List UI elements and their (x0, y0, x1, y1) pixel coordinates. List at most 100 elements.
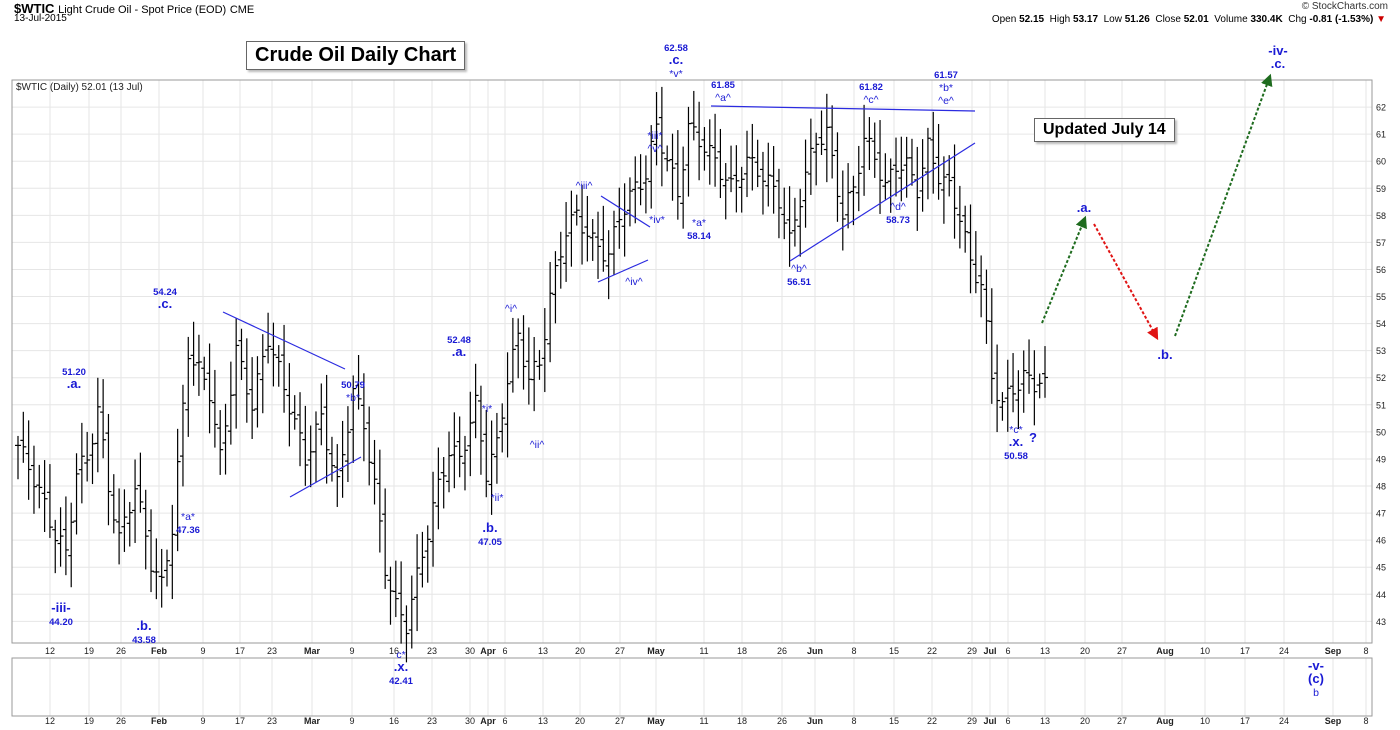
x-tick-label: 27 (615, 646, 625, 656)
ohlc-bar (924, 127, 931, 200)
ohlc-bar (642, 155, 649, 214)
ohlc-bar (935, 124, 942, 200)
wave-label: 47.36 (176, 525, 200, 536)
ohlc-bar (802, 139, 809, 228)
ohlc-bar (243, 338, 250, 423)
ohlc-bar (281, 324, 288, 413)
ohlc-bar (201, 356, 208, 391)
wave-label: 62.58 (664, 43, 688, 54)
ohlc-bar (318, 383, 325, 446)
ohlc-bar (908, 138, 915, 186)
x-tick-label: 13 (1040, 646, 1050, 656)
x-tick-label: 13 (538, 646, 548, 656)
x-tick-label: 23 (267, 646, 277, 656)
wave-label: ^b^ (791, 263, 807, 275)
wave-label: -iv- (1268, 43, 1288, 58)
x-tick-label: 24 (1279, 716, 1289, 726)
wave-label: ^e^ (938, 95, 954, 107)
wave-label: .b. (136, 618, 151, 633)
ohlc-bar (568, 190, 575, 267)
wave-label: 61.82 (859, 82, 883, 93)
ohlc-bar (344, 406, 351, 482)
wave-label: *b* (346, 392, 360, 404)
y-tick-label: 49 (1376, 454, 1386, 464)
ohlc-bar (360, 373, 367, 462)
ohlc-bar (605, 230, 612, 300)
lower-panel-frame (11, 657, 1373, 717)
x-tick-label: 29 (967, 646, 977, 656)
ohlc-bar (238, 328, 245, 381)
ohlc-bar (994, 344, 1001, 433)
x-tick-label: 29 (967, 716, 977, 726)
ohlc-bar (706, 119, 713, 185)
ohlc-bar (52, 519, 59, 574)
ohlc-bar (648, 125, 655, 209)
wave-label: .x. (394, 659, 408, 674)
x-tick-label: 30 (465, 716, 475, 726)
wave-label: .c. (158, 296, 172, 311)
x-tick-label: 8 (851, 646, 856, 656)
ohlc-bar (541, 308, 548, 393)
ohlc-bar (179, 384, 186, 487)
ohlc-bar (424, 525, 431, 583)
ohlc-bar (174, 428, 181, 552)
wave-label: *a* (181, 511, 195, 523)
wave-labels: 51.20.a.-iii-44.20 .b.43.5854.24.c.*a*47.… (49, 43, 1324, 699)
high-label: High (1049, 14, 1071, 25)
x-axis: 12 12 19 19 26 26 Feb Feb 9 9 17 17 23 23 Mar Mar 9 9 16 16… (45, 646, 1369, 726)
x-tick-label: 20 (1080, 646, 1090, 656)
ohlc-bar (834, 132, 841, 222)
x-tick-label: Jul (983, 716, 996, 726)
ohlc-bar (887, 158, 894, 213)
x-tick-label: 9 (200, 716, 205, 726)
wave-label: .c. (669, 52, 683, 67)
ohlc-bar (488, 420, 495, 515)
ohlc-bar (637, 154, 644, 206)
ohlc-bar (499, 403, 506, 453)
x-tick-label: 15 (889, 716, 899, 726)
ohlc-bar (877, 120, 884, 214)
open-value: 52.15 (1019, 14, 1045, 25)
wave-label: 51.20 (62, 367, 86, 378)
x-tick-label: May (647, 646, 665, 656)
ohlc-bar (398, 561, 405, 644)
x-tick-label: 8 (1363, 716, 1368, 726)
ohlc-bar (153, 538, 160, 600)
chart-grid (12, 80, 1372, 716)
x-tick-label: 22 (927, 716, 937, 726)
ohlc-bar (1010, 353, 1017, 413)
ohlc-bar (845, 163, 852, 229)
y-tick-label: 48 (1376, 482, 1386, 492)
wave-label: 61.57 (934, 70, 958, 81)
title-box: Crude Oil Daily Chart (246, 41, 466, 70)
wave-label: 42.41 (389, 676, 413, 687)
x-tick-label: 26 (777, 716, 787, 726)
ohlc-bar (73, 453, 80, 535)
x-tick-label: 13 (538, 716, 548, 726)
ohlc-bar (626, 177, 633, 227)
ohlc-bar (882, 153, 889, 200)
ohlc-bar (786, 186, 793, 267)
ohlc-bar (1036, 373, 1043, 399)
y-tick-label: 50 (1376, 427, 1386, 437)
ohlc-bar (376, 449, 383, 553)
ohlc-bar (30, 445, 37, 514)
ohlc-bar (525, 327, 532, 405)
trend-line (597, 259, 649, 283)
ohlc-bar (132, 459, 139, 544)
ohlc-bar (472, 363, 479, 439)
wave-label: .c. (1271, 56, 1285, 71)
ohlc-bar (509, 317, 516, 393)
x-tick-label: 26 (116, 646, 126, 656)
x-tick-label: Aug (1156, 646, 1174, 656)
wave-label: .a. (67, 376, 81, 391)
x-tick-label: Mar (304, 716, 321, 726)
wave-label: 43.58 (132, 635, 156, 646)
ohlc-bar (717, 128, 724, 199)
x-tick-label: Feb (151, 646, 168, 656)
x-tick-label: 17 (235, 716, 245, 726)
ohlc-bar (430, 471, 437, 567)
low-value: 51.26 (1124, 14, 1150, 25)
ohlc-bar (1026, 339, 1033, 394)
ohlc-bar (861, 104, 868, 196)
